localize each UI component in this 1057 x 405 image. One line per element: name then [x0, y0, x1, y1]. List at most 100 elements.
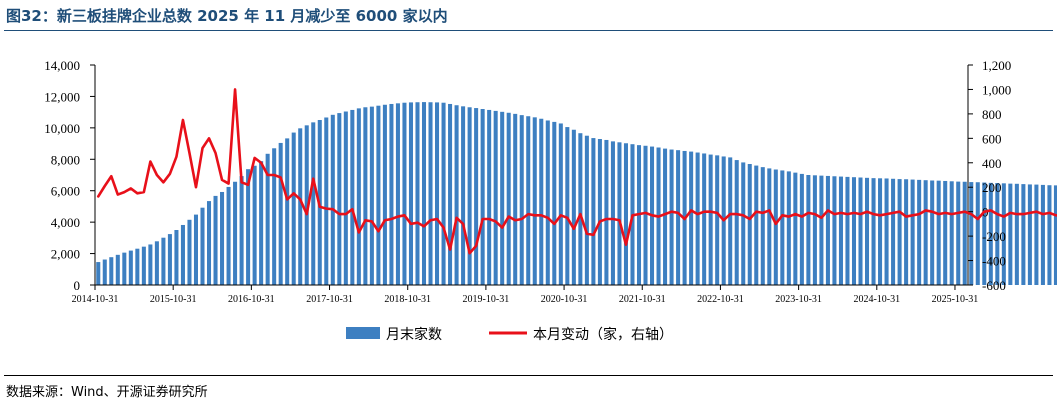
bar [825, 175, 830, 285]
bar [233, 181, 238, 285]
bar [708, 154, 713, 285]
left-tick-label: 2,000 [51, 247, 80, 262]
bar [526, 116, 531, 285]
right-tick-label: 1,200 [982, 58, 1011, 73]
bar [428, 102, 433, 286]
bar [421, 102, 427, 285]
bar [878, 178, 883, 285]
bar [474, 108, 479, 285]
bar [304, 125, 309, 285]
bar [102, 259, 107, 285]
bar [936, 180, 941, 285]
x-tick-label: 2024-10-31 [853, 294, 900, 305]
bar [252, 165, 257, 285]
bar [382, 104, 387, 285]
bar [845, 176, 850, 285]
bar [187, 219, 192, 285]
bar [975, 182, 980, 285]
bar [689, 151, 694, 285]
left-tick-label: 10,000 [44, 121, 80, 136]
left-tick-label: 12,000 [44, 89, 80, 104]
x-tick-label: 2014-10-31 [72, 294, 119, 305]
bar [988, 182, 993, 285]
bar [949, 181, 954, 285]
x-tick-label: 2020-10-31 [541, 294, 588, 305]
bar [376, 105, 381, 285]
line-path [96, 88, 1057, 255]
right-tick-label: 600 [982, 131, 1002, 146]
bar [148, 244, 153, 285]
bar [591, 138, 596, 285]
bar [174, 230, 179, 285]
bar [910, 179, 915, 285]
bar [819, 175, 824, 285]
bar [141, 246, 146, 285]
bar [259, 161, 264, 285]
bar [982, 182, 987, 285]
bar [408, 102, 413, 286]
right-tick-label: 1,000 [982, 82, 1011, 97]
bar [1047, 185, 1052, 285]
x-tick-label: 2018-10-31 [384, 294, 431, 305]
bar [1001, 183, 1006, 285]
bar [838, 176, 843, 285]
bar [884, 178, 889, 285]
bar [298, 128, 303, 285]
source-rule [4, 375, 1053, 376]
bar [161, 237, 166, 285]
bar [506, 112, 511, 286]
source-note: 数据来源：Wind、开源证券研究所 [6, 385, 208, 400]
bar [552, 121, 557, 285]
bar [206, 201, 212, 285]
x-tick-label: 2022-10-31 [697, 294, 744, 305]
bar [871, 178, 876, 285]
bar [676, 150, 681, 285]
left-tick-label: 0 [74, 278, 81, 293]
bar [545, 120, 550, 285]
bar [1021, 184, 1026, 285]
bar [337, 113, 342, 285]
bar [122, 252, 127, 285]
bar [897, 179, 902, 285]
bar [780, 170, 785, 285]
bar [715, 155, 720, 285]
bar [291, 132, 296, 285]
bar [610, 141, 615, 285]
left-tick-label: 8,000 [51, 152, 80, 167]
bar [467, 107, 472, 286]
bar [858, 177, 863, 285]
bar [369, 106, 374, 285]
bar [904, 179, 909, 285]
bar [923, 180, 928, 285]
line-series-monthly-change [96, 88, 1057, 255]
bar [513, 113, 518, 286]
bar [272, 148, 277, 285]
bar [565, 127, 570, 285]
bar [200, 207, 205, 285]
bar [851, 177, 857, 285]
bar [604, 139, 609, 285]
bar [180, 224, 185, 285]
bar [109, 257, 114, 285]
bar [584, 135, 589, 285]
bar [969, 182, 974, 285]
x-tick-label: 2015-10-31 [150, 294, 197, 305]
chart: 0 2,000 4,000 6,000 8,000 10,000 12,000 14,000 -… [44, 58, 1057, 343]
bar [324, 117, 329, 286]
bar [389, 103, 394, 285]
bar [461, 106, 466, 285]
right-tick-label: 200 [982, 180, 1002, 195]
bar [1027, 184, 1032, 285]
bar [226, 186, 231, 285]
right-tick-label: -600 [982, 278, 1006, 293]
right-tick-label: 800 [982, 107, 1002, 122]
x-tick-label: 2016-10-31 [228, 294, 275, 305]
bar [669, 149, 674, 285]
bar [806, 175, 811, 285]
x-tick-label: 2025-10-31 [932, 294, 979, 305]
right-tick-label: 400 [982, 156, 1002, 171]
bar [350, 109, 355, 285]
bar [395, 103, 400, 285]
bar [493, 110, 498, 285]
title-rule [4, 30, 1053, 31]
